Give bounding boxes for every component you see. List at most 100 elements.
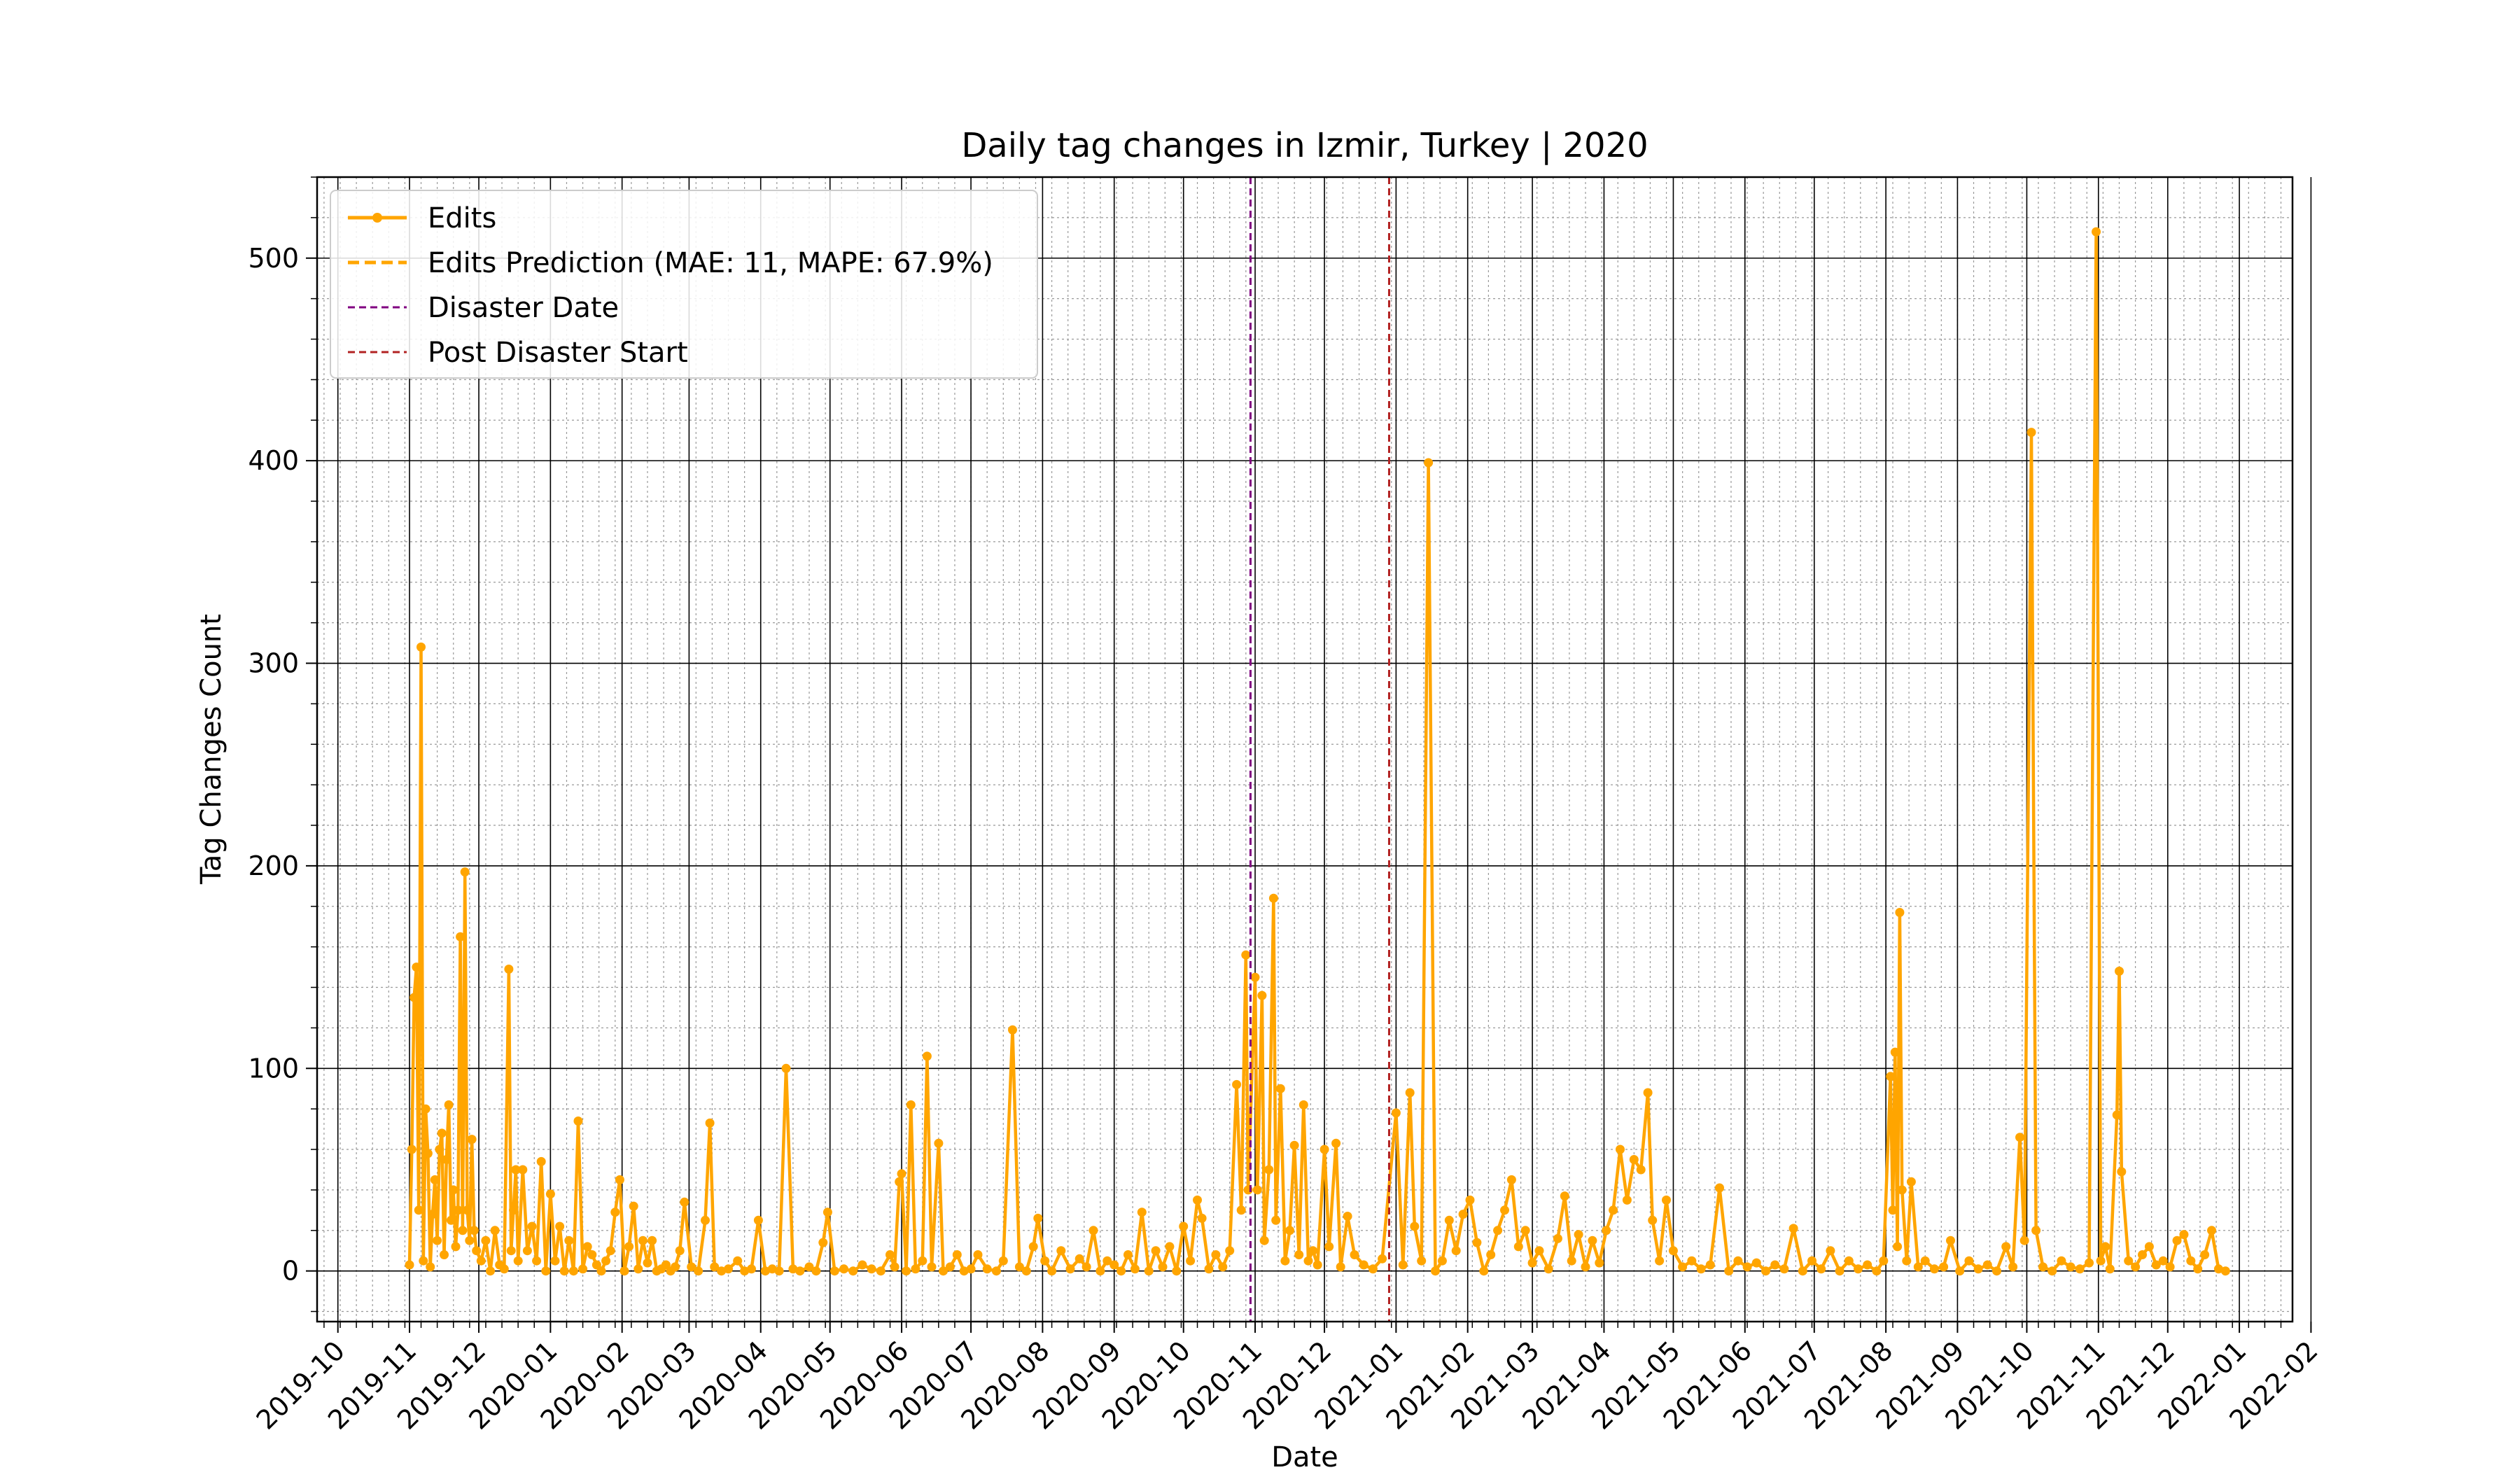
data-point bbox=[504, 965, 514, 974]
data-point bbox=[1225, 1246, 1235, 1256]
data-point bbox=[1197, 1213, 1207, 1223]
data-point bbox=[1336, 1262, 1345, 1272]
data-point bbox=[733, 1256, 743, 1266]
data-point bbox=[1544, 1264, 1553, 1274]
data-point bbox=[1252, 1185, 1262, 1195]
data-point bbox=[648, 1236, 657, 1245]
data-point bbox=[629, 1201, 638, 1211]
data-point bbox=[1033, 1213, 1043, 1223]
legend-post-disaster-label: Post Disaster Start bbox=[428, 337, 688, 369]
data-point bbox=[991, 1266, 1001, 1276]
data-point bbox=[1493, 1226, 1503, 1236]
data-point bbox=[1835, 1266, 1844, 1276]
minor-grid bbox=[317, 176, 2292, 1322]
data-point bbox=[694, 1266, 704, 1276]
data-point bbox=[1622, 1195, 1632, 1205]
data-point bbox=[499, 1264, 509, 1274]
data-point bbox=[440, 1250, 449, 1259]
data-point bbox=[1982, 1260, 1992, 1270]
data-point bbox=[430, 1175, 440, 1184]
data-point bbox=[550, 1256, 560, 1266]
data-point bbox=[1021, 1266, 1031, 1276]
data-point bbox=[2179, 1230, 2189, 1240]
data-point bbox=[426, 1262, 435, 1272]
data-point bbox=[1602, 1226, 1611, 1236]
data-point bbox=[2131, 1262, 2141, 1272]
data-point bbox=[2138, 1250, 2147, 1259]
data-point bbox=[918, 1256, 927, 1266]
data-point bbox=[740, 1266, 750, 1276]
data-point bbox=[1779, 1264, 1789, 1274]
data-point bbox=[811, 1266, 821, 1276]
data-point bbox=[506, 1246, 516, 1256]
data-point bbox=[476, 1256, 486, 1266]
data-point bbox=[1014, 1262, 1024, 1272]
data-point bbox=[1008, 1025, 1017, 1035]
data-point bbox=[876, 1266, 886, 1276]
data-point bbox=[1285, 1226, 1294, 1236]
data-point bbox=[911, 1264, 920, 1274]
data-point bbox=[1890, 1047, 1900, 1057]
data-point bbox=[458, 1226, 468, 1236]
data-point bbox=[1294, 1250, 1304, 1259]
data-point bbox=[2193, 1264, 2203, 1274]
data-point bbox=[1668, 1246, 1678, 1256]
data-point bbox=[511, 1165, 521, 1175]
data-point bbox=[1074, 1254, 1084, 1264]
data-point bbox=[1534, 1246, 1544, 1256]
data-point bbox=[527, 1222, 537, 1231]
data-point bbox=[1308, 1246, 1318, 1256]
data-point bbox=[1636, 1165, 1646, 1175]
data-point bbox=[1946, 1236, 1955, 1245]
data-point bbox=[906, 1100, 916, 1110]
data-point bbox=[442, 1155, 451, 1164]
series-layer bbox=[405, 227, 2230, 1276]
y-tick-label: 100 bbox=[248, 1053, 299, 1084]
data-point bbox=[717, 1266, 727, 1276]
data-point bbox=[2096, 1256, 2106, 1266]
data-point bbox=[1324, 1242, 1334, 1252]
data-point bbox=[1116, 1266, 1126, 1276]
data-point bbox=[1906, 1177, 1916, 1186]
data-point bbox=[760, 1266, 770, 1276]
data-point bbox=[638, 1236, 648, 1245]
data-point bbox=[423, 1149, 433, 1158]
data-point bbox=[1275, 1084, 1285, 1093]
data-point bbox=[945, 1262, 955, 1272]
legend-prediction-label: Edits Prediction (MAE: 11, MAPE: 67.9%) bbox=[428, 247, 993, 279]
data-point bbox=[2026, 428, 2036, 438]
y-tick-label: 300 bbox=[248, 648, 299, 679]
data-point bbox=[818, 1238, 828, 1247]
data-point bbox=[460, 867, 470, 877]
data-point bbox=[610, 1208, 620, 1217]
data-point bbox=[2112, 1110, 2122, 1120]
data-point bbox=[2158, 1256, 2168, 1266]
data-point bbox=[1424, 458, 1434, 468]
data-point bbox=[1343, 1212, 1352, 1221]
data-point bbox=[606, 1246, 615, 1256]
data-point bbox=[795, 1266, 805, 1276]
data-point bbox=[710, 1262, 720, 1272]
data-point bbox=[1241, 950, 1251, 960]
data-point bbox=[1028, 1242, 1038, 1252]
data-point bbox=[490, 1226, 500, 1236]
data-point bbox=[1705, 1260, 1715, 1270]
data-point bbox=[1047, 1266, 1057, 1276]
data-point bbox=[1298, 1100, 1308, 1110]
data-point bbox=[1232, 1079, 1242, 1089]
data-point bbox=[1096, 1266, 1105, 1276]
x-axis-label: Date bbox=[1271, 1441, 1338, 1470]
data-point bbox=[1500, 1205, 1509, 1215]
data-point bbox=[1082, 1262, 1091, 1272]
data-point bbox=[467, 1135, 477, 1144]
data-point bbox=[1417, 1256, 1427, 1266]
data-point bbox=[472, 1246, 482, 1256]
data-point bbox=[1179, 1222, 1189, 1231]
data-point bbox=[1955, 1266, 1965, 1276]
data-point bbox=[1065, 1264, 1075, 1274]
legend-disaster-label: Disaster Date bbox=[428, 292, 619, 324]
data-point bbox=[1973, 1264, 1983, 1274]
data-point bbox=[1560, 1191, 1569, 1201]
data-point bbox=[449, 1185, 458, 1195]
data-point bbox=[1595, 1258, 1604, 1268]
